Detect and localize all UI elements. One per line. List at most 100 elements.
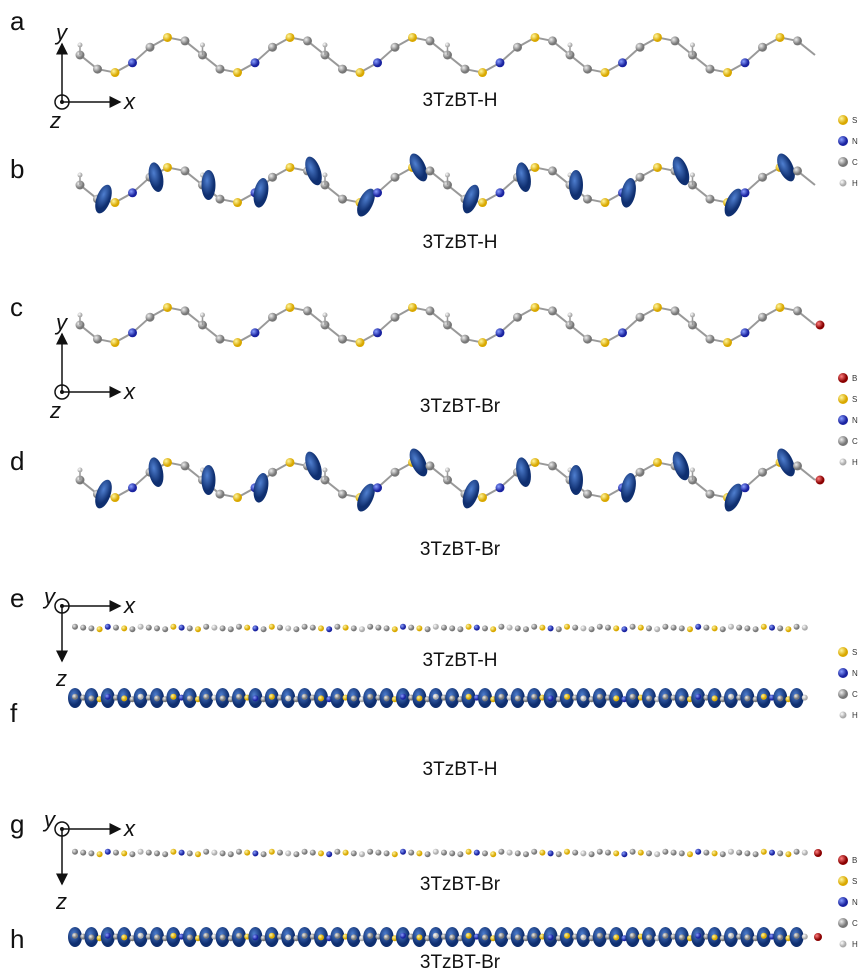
atom (556, 851, 562, 857)
atom (425, 626, 431, 632)
atom (97, 626, 103, 632)
axis-label: y (54, 310, 69, 335)
atom (268, 468, 277, 477)
atom (630, 694, 636, 700)
legend-label: H (852, 458, 858, 467)
atom (78, 313, 83, 318)
orbital (569, 170, 583, 200)
atom (496, 328, 505, 337)
atom (531, 33, 540, 42)
atom (490, 851, 496, 857)
atom (736, 625, 742, 631)
atom (712, 850, 718, 856)
axis-label: z (55, 889, 67, 914)
atom (323, 173, 328, 178)
atom (449, 695, 455, 701)
atom (425, 851, 431, 857)
atom (816, 321, 825, 330)
atom (163, 33, 172, 42)
atom (72, 933, 78, 939)
atom (539, 625, 545, 631)
atom (391, 43, 400, 52)
atom (548, 695, 554, 701)
atom (163, 303, 172, 312)
atom (203, 849, 209, 855)
atom (466, 849, 472, 855)
atom (679, 934, 685, 940)
legend-atom (838, 436, 848, 446)
atom (777, 934, 783, 940)
atom (203, 694, 209, 700)
atom (761, 694, 767, 700)
panel-letter: d (10, 446, 24, 476)
atom (228, 626, 234, 632)
atom (105, 849, 111, 855)
atom (548, 934, 554, 940)
atom (88, 695, 94, 701)
atom (400, 694, 406, 700)
atom (478, 198, 487, 207)
axis-label: z (49, 398, 61, 423)
legend-label: N (852, 416, 858, 425)
molecule-label: 3TzBT-Br (420, 952, 501, 973)
atom (498, 694, 504, 700)
atom (461, 65, 470, 74)
atom (277, 625, 283, 631)
atom (138, 694, 144, 700)
atom (580, 625, 586, 631)
atom (326, 626, 332, 632)
atom (556, 626, 562, 632)
atom (391, 468, 400, 477)
atom (252, 850, 258, 856)
atom (293, 626, 299, 632)
atom (426, 461, 435, 470)
atom (302, 849, 308, 855)
atom (170, 849, 176, 855)
panel-letter: c (10, 292, 23, 322)
atom (638, 625, 644, 631)
atom (638, 850, 644, 856)
atom (146, 625, 152, 631)
atom (728, 694, 734, 700)
atom (211, 625, 217, 631)
atom (441, 625, 447, 631)
atom (252, 934, 258, 940)
atom (695, 933, 701, 939)
legend-label: C (852, 690, 858, 699)
atom (583, 195, 592, 204)
atom (618, 328, 627, 337)
atom (400, 849, 406, 855)
atom (457, 626, 463, 632)
atom (318, 934, 324, 940)
panel-letter: f (10, 698, 18, 728)
atom (449, 850, 455, 856)
atom (589, 851, 595, 857)
atom (564, 624, 570, 630)
atom (154, 850, 160, 856)
atom (449, 625, 455, 631)
atom (515, 695, 521, 701)
atom (200, 43, 205, 48)
atom (478, 338, 487, 347)
atom (679, 695, 685, 701)
molecule-label: 3TzBT-Br (420, 539, 501, 560)
atom (334, 849, 340, 855)
atom (531, 694, 537, 700)
atom (181, 166, 190, 175)
atom (630, 624, 636, 630)
atom (753, 626, 759, 632)
atom (88, 850, 94, 856)
legend-label: B (852, 374, 857, 383)
atom (88, 625, 94, 631)
atom (613, 934, 619, 940)
atom (318, 625, 324, 631)
atom (220, 625, 226, 631)
atom (111, 198, 120, 207)
panel-letter: g (10, 809, 24, 839)
atom (613, 625, 619, 631)
atom (690, 468, 695, 473)
atom (720, 626, 726, 632)
molecules (68, 33, 825, 947)
legend-label: H (852, 940, 858, 949)
atom (654, 851, 660, 857)
